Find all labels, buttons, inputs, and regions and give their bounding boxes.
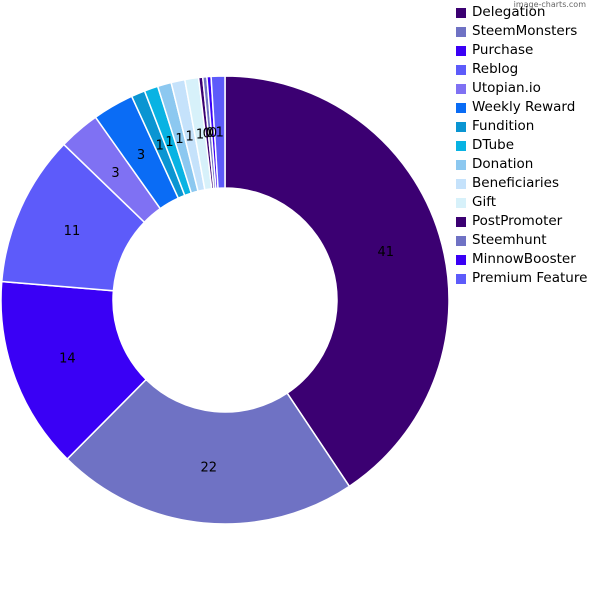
data-label-dtube: 1 <box>165 135 173 150</box>
legend-item-steemmonsters: SteemMonsters <box>456 22 587 41</box>
legend-item-fundition: Fundition <box>456 117 587 136</box>
legend-item-dtube: DTube <box>456 136 587 155</box>
data-label-gift: 1 <box>196 127 204 142</box>
legend-item-donation: Donation <box>456 155 587 174</box>
data-label-fundition: 1 <box>156 139 164 154</box>
legend-swatch <box>456 216 466 227</box>
legend-swatch <box>456 121 466 132</box>
legend-swatch <box>456 64 466 75</box>
legend-item-minnowbooster: MinnowBooster <box>456 250 587 269</box>
slice-delegation <box>224 75 450 488</box>
legend-item-purchase: Purchase <box>456 41 587 60</box>
watermark: image-charts.com <box>513 0 586 9</box>
legend-label: Weekly Reward <box>472 99 576 115</box>
data-label-donation: 1 <box>175 132 183 147</box>
legend-swatch <box>456 254 466 265</box>
legend-swatch <box>456 235 466 246</box>
legend-label: Gift <box>472 194 497 210</box>
legend-swatch <box>456 26 466 37</box>
legend-label: Beneficiaries <box>472 175 560 191</box>
legend-item-delegation: Delegation <box>456 3 587 22</box>
legend-swatch <box>456 140 466 151</box>
legend-label: Purchase <box>472 42 534 58</box>
legend-item-premium-feature: Premium Feature <box>456 269 587 288</box>
legend-item-reblog: Reblog <box>456 60 587 79</box>
data-label-weekly-reward: 3 <box>137 148 145 163</box>
legend-item-steemhunt: Steemhunt <box>456 231 587 250</box>
legend-label: Donation <box>472 156 534 172</box>
legend-swatch <box>456 197 466 208</box>
legend-label: Utopian.io <box>472 80 541 96</box>
legend-label: Fundition <box>472 118 535 134</box>
slice-premium-feature <box>210 75 226 190</box>
legend-label: Reblog <box>472 61 519 77</box>
data-label-minnowbooster: 0 <box>209 126 217 141</box>
data-label-purchase: 14 <box>59 352 76 367</box>
data-label-postpromoter: 0 <box>203 126 211 141</box>
legend-swatch <box>456 273 466 284</box>
legend-item-beneficiaries: Beneficiaries <box>456 174 587 193</box>
legend-label: Delegation <box>472 4 546 20</box>
legend-label: PostPromoter <box>472 213 563 229</box>
data-label-reblog: 11 <box>64 224 81 239</box>
legend-label: SteemMonsters <box>472 23 578 39</box>
legend-label: Premium Feature <box>472 270 588 286</box>
legend-item-gift: Gift <box>456 193 587 212</box>
legend-swatch <box>456 7 466 18</box>
data-label-premium-feature: 1 <box>216 126 224 141</box>
data-label-utopian-io: 3 <box>111 166 119 181</box>
legend-item-utopian-io: Utopian.io <box>456 79 587 98</box>
legend-swatch <box>456 102 466 113</box>
data-label-delegation: 41 <box>378 245 395 260</box>
data-label-beneficiaries: 1 <box>186 129 194 144</box>
legend-swatch <box>456 83 466 94</box>
legend-label: Steemhunt <box>472 232 547 248</box>
legend-swatch <box>456 178 466 189</box>
data-label-steemmonsters: 22 <box>201 461 218 476</box>
legend-item-postpromoter: PostPromoter <box>456 212 587 231</box>
legend-swatch <box>456 45 466 56</box>
data-label-steemhunt: 0 <box>206 126 214 141</box>
legend-item-weekly-reward: Weekly Reward <box>456 98 587 117</box>
legend-label: DTube <box>472 137 515 153</box>
chart-legend: Delegation SteemMonsters Purchase Reblog Uto… <box>456 3 587 288</box>
legend-label: MinnowBooster <box>472 251 576 267</box>
legend-swatch <box>456 159 466 170</box>
slice-steemmonsters <box>66 378 351 525</box>
